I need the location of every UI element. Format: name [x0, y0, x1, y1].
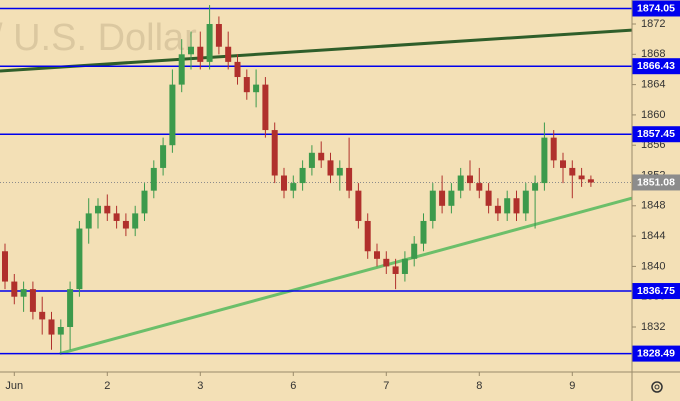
x-tick-label: 6	[290, 380, 296, 392]
candle-body	[29, 289, 36, 312]
candle-body	[225, 46, 232, 62]
candle-body	[532, 183, 539, 191]
y-tick-label: 1872	[641, 18, 665, 30]
candle-body	[85, 213, 92, 229]
candle-body	[504, 198, 511, 214]
candle-body	[569, 167, 576, 176]
watermark: / U.S. Dollar	[0, 17, 197, 59]
candle-body	[485, 190, 492, 206]
candle-body	[587, 179, 594, 183]
candle-body	[578, 175, 585, 180]
candle-body	[95, 205, 101, 214]
candle-body	[178, 54, 185, 85]
candle-body	[448, 190, 455, 206]
candle-body	[457, 175, 464, 191]
settings-gear[interactable]	[651, 381, 663, 393]
candle-body	[141, 190, 148, 214]
candle-body	[364, 220, 371, 252]
candle-body	[336, 167, 343, 176]
x-tick-label: 7	[383, 380, 389, 392]
candle-body	[113, 213, 120, 221]
candle-body	[160, 145, 167, 168]
y-tick-label: 1844	[641, 230, 665, 242]
level-label-box	[632, 0, 680, 17]
level-label-box	[632, 126, 680, 143]
x-tick-label: 2	[104, 380, 110, 392]
y-tick-label: 1848	[641, 200, 665, 212]
x-tick-label: 3	[197, 380, 203, 392]
candle-body	[299, 167, 306, 184]
candle-body	[401, 258, 408, 274]
candle-body	[234, 61, 241, 78]
candle-body	[560, 160, 566, 168]
candle-body	[467, 175, 473, 184]
candle-body	[290, 183, 297, 191]
candle-body	[2, 251, 8, 282]
level-label: 1866.43	[637, 60, 675, 72]
candle-body	[67, 289, 74, 328]
settings-hub[interactable]	[654, 384, 660, 390]
settings-icon[interactable]	[651, 381, 663, 393]
candle-body	[20, 289, 27, 297]
candle-body	[188, 46, 194, 55]
candle-body	[392, 266, 399, 274]
candle-body	[104, 205, 111, 214]
level-label-box	[632, 58, 680, 75]
x-tick-label: 9	[569, 380, 575, 392]
candle-body	[411, 243, 418, 259]
trend-line	[59, 196, 633, 356]
level-label-box	[632, 345, 680, 362]
candle-body	[11, 281, 18, 297]
candle-body	[374, 251, 380, 259]
candle-body	[262, 84, 269, 131]
candle-body	[76, 228, 83, 290]
candle-body	[346, 167, 353, 191]
candle-body	[150, 167, 157, 191]
candle-body	[243, 77, 250, 93]
trend-line	[0, 28, 632, 73]
candle-body	[541, 137, 548, 184]
candle-body	[169, 84, 176, 146]
x-tick-label: 8	[476, 380, 482, 392]
y-tick-label: 1840	[641, 260, 665, 272]
candle-body	[522, 190, 529, 214]
candle-body	[281, 175, 287, 191]
candle-body	[327, 160, 334, 176]
candle-body	[57, 327, 64, 335]
candle-body	[48, 319, 55, 335]
candle-body	[420, 220, 427, 244]
level-label: 1836.75	[637, 285, 675, 297]
candle-body	[215, 24, 222, 47]
candle-body	[494, 205, 501, 214]
current-price-box	[632, 174, 680, 191]
level-label: 1828.49	[637, 347, 675, 359]
candle-body	[253, 84, 260, 93]
candle-body	[39, 311, 46, 320]
candle-body	[429, 190, 436, 221]
candle-body	[197, 46, 204, 62]
level-label-box	[632, 283, 680, 300]
candle-body	[318, 152, 325, 161]
candle-body	[383, 258, 390, 267]
x-tick-label: Jun	[5, 380, 23, 392]
candle-body	[550, 137, 557, 161]
candle-body	[122, 220, 129, 229]
candle-body	[271, 130, 278, 176]
candle-body	[308, 152, 315, 168]
y-tick-label: 1864	[641, 79, 665, 91]
candle-body	[476, 183, 483, 191]
candle-body	[206, 24, 213, 62]
level-label: 1874.05	[637, 2, 675, 14]
y-tick-label: 1868	[641, 48, 665, 60]
candle-body	[439, 190, 446, 206]
current-price-label: 1851.08	[637, 176, 675, 188]
level-label: 1857.45	[637, 128, 675, 140]
y-tick-label: 1832	[641, 321, 665, 333]
y-tick-label: 1860	[641, 109, 665, 121]
candle-body	[132, 213, 139, 229]
candle-body	[355, 190, 362, 221]
candle-body	[513, 198, 520, 214]
